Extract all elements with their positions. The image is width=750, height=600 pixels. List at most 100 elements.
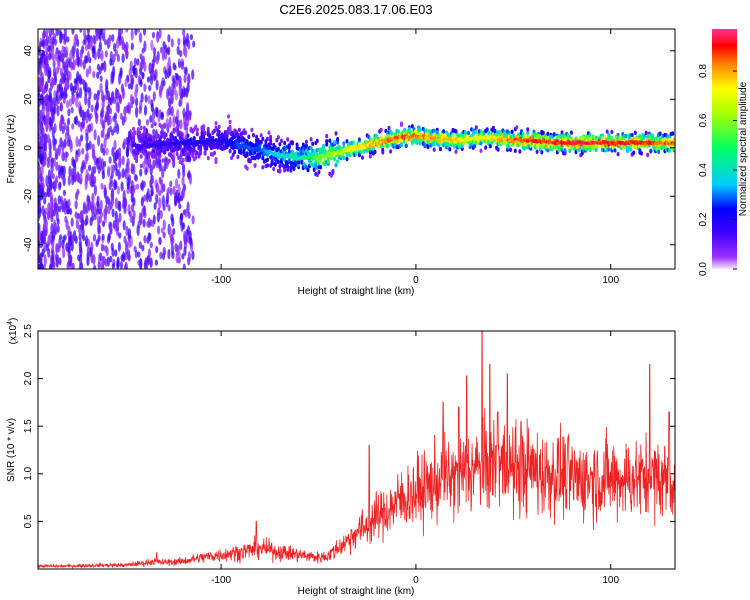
spectrogram-x-label: Height of straight line (km) bbox=[298, 286, 415, 297]
noise-cell bbox=[134, 67, 138, 79]
spectral-cell bbox=[454, 149, 458, 154]
spectral-cell bbox=[270, 161, 274, 166]
noise-cell bbox=[56, 224, 60, 233]
noise-cell bbox=[93, 214, 97, 221]
noise-cell bbox=[75, 90, 79, 98]
spectral-cell bbox=[225, 134, 229, 139]
spectral-cell bbox=[266, 163, 269, 168]
spectral-cell bbox=[152, 149, 156, 154]
noise-cell bbox=[78, 263, 82, 269]
noise-cell bbox=[155, 193, 159, 205]
noise-cell bbox=[81, 148, 85, 155]
spectral-cell bbox=[361, 155, 364, 160]
noise-cell bbox=[64, 215, 68, 223]
noise-cell bbox=[144, 167, 148, 176]
noise-cell bbox=[168, 116, 172, 128]
spectral-cell bbox=[613, 148, 617, 153]
spectral-cell bbox=[266, 157, 269, 162]
noise-cell bbox=[51, 111, 55, 120]
noise-cell bbox=[38, 76, 42, 83]
noise-cell bbox=[98, 41, 102, 52]
snr-y-label: SNR (10 * v/v) bbox=[6, 418, 17, 482]
noise-cell bbox=[93, 264, 97, 269]
noise-cell bbox=[55, 243, 59, 254]
noise-cell bbox=[76, 54, 80, 67]
spectral-cell bbox=[195, 131, 199, 137]
spectral-cell bbox=[252, 133, 255, 138]
noise-cell bbox=[141, 196, 145, 203]
spectral-cell bbox=[426, 144, 430, 150]
spectral-cell bbox=[208, 133, 212, 138]
noise-cell bbox=[86, 50, 91, 62]
noise-cell bbox=[149, 75, 154, 86]
noise-cell bbox=[179, 240, 183, 251]
noise-cell bbox=[96, 215, 101, 226]
noise-cell bbox=[105, 147, 109, 156]
noise-cell bbox=[125, 225, 129, 237]
noise-cell bbox=[48, 116, 53, 128]
noise-cell bbox=[99, 252, 103, 262]
noise-cell bbox=[143, 235, 147, 244]
noise-cell bbox=[47, 186, 51, 197]
spectral-cell bbox=[247, 134, 251, 139]
noise-cell bbox=[111, 72, 115, 84]
noise-cell bbox=[143, 61, 147, 72]
noise-cell bbox=[145, 119, 150, 126]
noise-cell bbox=[74, 115, 79, 126]
noise-cell bbox=[187, 39, 191, 50]
spectral-cell bbox=[304, 139, 308, 144]
noise-cell bbox=[119, 261, 123, 269]
noise-cell bbox=[104, 50, 108, 58]
noise-cell bbox=[118, 171, 122, 180]
spectral-cell bbox=[255, 134, 259, 140]
spectral-cell bbox=[278, 142, 282, 147]
noise-cell bbox=[150, 177, 154, 185]
noise-cell bbox=[170, 106, 174, 117]
noise-cell bbox=[53, 219, 57, 231]
noise-cell bbox=[93, 184, 97, 196]
x-tick-label: 0 bbox=[413, 575, 419, 586]
colorbar: 0.0 0.2 0.4 0.6 0.8 Normalized spectral ampl… bbox=[698, 29, 749, 276]
noise-cell bbox=[100, 49, 104, 62]
noise-cell bbox=[90, 241, 94, 252]
spectral-cell bbox=[276, 146, 280, 152]
spectral-cell bbox=[141, 149, 145, 154]
noise-cell bbox=[182, 107, 186, 118]
spectral-cell bbox=[287, 158, 291, 163]
noise-cell bbox=[69, 140, 73, 153]
noise-cell bbox=[76, 188, 80, 196]
spectral-cell bbox=[329, 155, 333, 161]
noise-cell bbox=[71, 174, 75, 186]
noise-cell bbox=[175, 116, 179, 125]
noise-cell bbox=[155, 245, 159, 254]
ridge-cell bbox=[261, 147, 265, 151]
figure-title: C2E6.2025.083.17.06.E03 bbox=[279, 2, 432, 17]
noise-cell bbox=[157, 225, 161, 235]
noise-cell bbox=[124, 240, 128, 247]
noise-cell bbox=[67, 175, 71, 186]
noise-cell bbox=[88, 140, 92, 150]
noise-cell bbox=[113, 42, 117, 52]
spectral-cell bbox=[526, 127, 530, 132]
noise-cell bbox=[108, 96, 112, 104]
noise-cell bbox=[40, 263, 44, 269]
snr-panel: -100 0 100 0.5 1.0 1.5 2.0 2.5 (x104) Height o… bbox=[6, 318, 676, 597]
spectral-cell bbox=[546, 131, 550, 137]
noise-cell bbox=[100, 62, 104, 71]
noise-cell bbox=[74, 200, 78, 210]
noise-cell bbox=[172, 77, 176, 84]
spectral-cell bbox=[672, 137, 675, 143]
spectral-cell bbox=[333, 156, 336, 162]
noise-cell bbox=[56, 218, 60, 226]
noise-cell bbox=[179, 49, 183, 58]
spectral-cell bbox=[287, 149, 291, 154]
spectral-cell bbox=[607, 147, 611, 152]
noise-cell bbox=[106, 256, 110, 267]
noise-cell bbox=[114, 119, 118, 129]
noise-cell bbox=[143, 105, 148, 116]
noise-cell bbox=[150, 103, 154, 113]
noise-cell bbox=[76, 170, 80, 183]
spectral-cell bbox=[512, 133, 516, 138]
noise-cell bbox=[157, 111, 161, 123]
noise-cell bbox=[44, 63, 48, 70]
